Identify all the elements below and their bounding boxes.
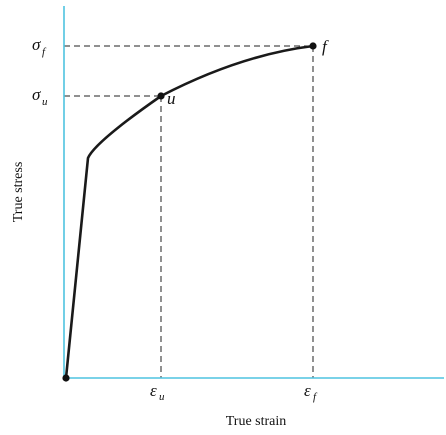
y-axis-title: True stress <box>11 162 26 223</box>
eps-f-tick-label: ε f <box>304 381 318 403</box>
sigma-f-symbol: σ <box>32 35 41 54</box>
point-f-marker <box>309 42 317 50</box>
sigma-u-subscript: u <box>42 96 48 108</box>
x-axis-title: True strain <box>226 414 287 429</box>
sigma-u-symbol: σ <box>32 85 41 104</box>
eps-u-subscript: u <box>159 391 165 403</box>
sigma-u-tick-label: σ u <box>32 85 48 108</box>
eps-u-tick-label: ε u <box>150 381 165 403</box>
eps-f-symbol: ε <box>304 381 311 400</box>
guide-lines <box>64 45 314 378</box>
origin-point <box>62 374 70 382</box>
eps-u-symbol: ε <box>150 381 157 400</box>
axes <box>63 6 444 379</box>
stress-strain-curve <box>64 44 315 380</box>
point-u-label: u <box>167 89 176 108</box>
point-f-label: f <box>322 37 329 56</box>
sigma-f-tick-label: σ f <box>32 35 47 58</box>
eps-f-subscript: f <box>313 391 318 403</box>
point-u-marker <box>157 92 165 100</box>
sigma-f-subscript: f <box>42 46 47 58</box>
